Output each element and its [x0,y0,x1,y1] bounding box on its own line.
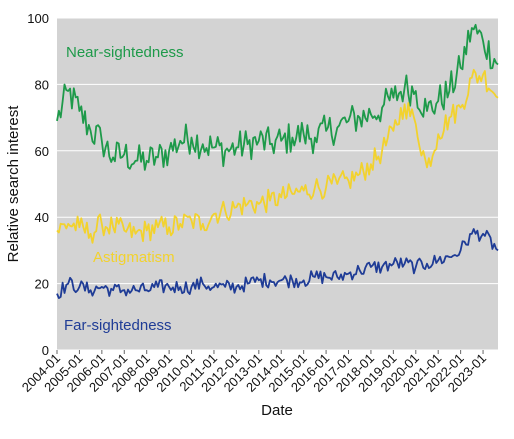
y-tick-label: 0 [42,343,49,358]
plot-area [57,18,498,350]
series-line-far-sightedness [56,228,499,299]
series-label: Astigmatism [93,249,175,266]
y-tick-label: 60 [35,144,49,159]
y-tick-label: 20 [35,277,49,292]
y-axis-ticks: 0 20 40 60 80 100 [27,11,49,358]
x-axis-title: Date [261,402,293,419]
series-lines [56,23,499,299]
series-label: Near-sightedness [66,44,184,61]
y-tick-label: 80 [35,77,49,92]
y-tick-label: 100 [27,11,49,26]
x-axis-ticks: 2004-012005-012006-012007-012008-012009-… [19,350,489,395]
series-line-near-sightedness [56,23,499,171]
series-labels: Near-sightedness Astigmatism Far-sightedne… [64,44,184,334]
y-axis-title: Relative search interest [5,105,22,263]
series-label: Far-sightedness [64,317,172,334]
y-tick-label: 40 [35,210,49,225]
series-line-astigmatism [56,68,499,244]
gridlines [57,17,498,351]
